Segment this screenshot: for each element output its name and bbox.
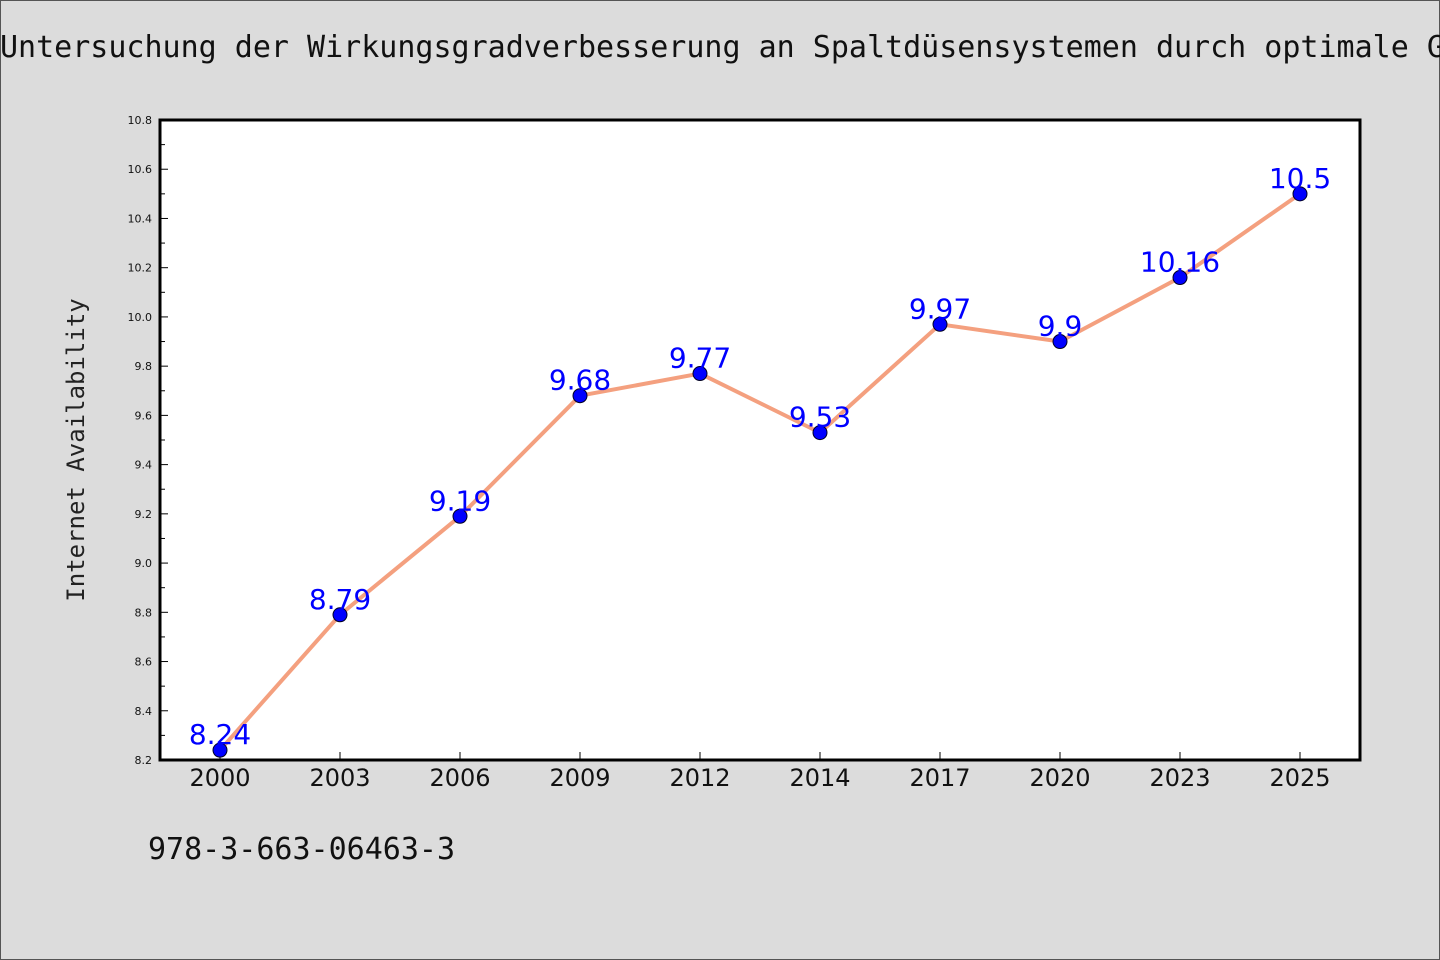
y-tick-label: 10.4 [128, 212, 153, 225]
plot-area [160, 120, 1360, 760]
data-label: 9.77 [669, 342, 731, 375]
y-tick-label: 10.8 [128, 114, 153, 127]
y-tick-label: 10.2 [128, 262, 153, 275]
data-point [212, 742, 228, 758]
y-tick-label: 9.2 [135, 508, 153, 521]
data-point [1172, 270, 1188, 286]
data-point [452, 508, 468, 524]
data-point [572, 388, 588, 404]
data-label: 9.53 [789, 401, 851, 434]
data-label: 9.9 [1038, 310, 1083, 343]
y-tick-label: 10.6 [128, 163, 153, 176]
x-tick-label: 2017 [909, 764, 970, 792]
data-point [932, 316, 948, 332]
y-axis-label: Internet Availability [62, 298, 90, 601]
y-tick-label: 8.2 [135, 754, 153, 767]
y-tick-label: 8.6 [135, 656, 153, 669]
data-point [1052, 334, 1068, 350]
data-label: 8.24 [189, 718, 251, 751]
data-label: 10.16 [1140, 246, 1220, 279]
data-label: 9.68 [549, 364, 611, 397]
y-tick-label: 9.0 [135, 557, 153, 570]
plot-border [158, 118, 1362, 762]
data-label: 10.5 [1269, 162, 1331, 195]
x-tick-label: 2003 [309, 764, 370, 792]
data-point [812, 425, 828, 441]
y-tick-label: 9.4 [135, 459, 153, 472]
data-point [332, 607, 348, 623]
x-tick-label: 2000 [189, 764, 250, 792]
y-tick-label: 10.0 [128, 311, 153, 324]
data-point [1292, 186, 1308, 202]
x-axis: 2000 2003 2006 2009 2012 2014 2017 2020 2023 2025 [189, 752, 1331, 792]
data-label: 8.79 [309, 583, 371, 616]
y-tick-label: 9.6 [135, 409, 153, 422]
x-tick-label: 2012 [669, 764, 730, 792]
y-tick-label: 8.4 [135, 705, 153, 718]
x-tick-label: 2025 [1269, 764, 1330, 792]
data-label: 9.19 [429, 484, 491, 517]
isbn-text: 978-3-663-06463-3 [148, 832, 456, 867]
x-tick-label: 2009 [549, 764, 610, 792]
x-tick-label: 2006 [429, 764, 490, 792]
data-label: 9.97 [909, 292, 971, 325]
x-tick-label: 2020 [1029, 764, 1090, 792]
y-tick-label: 9.8 [135, 360, 153, 373]
y-tick-label: 8.8 [135, 606, 153, 619]
series-line [218, 192, 1302, 752]
chart-title: Untersuchung der Wirkungsgradverbesserun… [0, 30, 1440, 65]
x-tick-label: 2014 [789, 764, 850, 792]
series-group: 8.24 8.79 9.19 9.68 9.77 9.53 9.97 9.9 10.16 10.5 [189, 162, 1331, 758]
data-point [692, 366, 708, 382]
x-tick-label: 2023 [1149, 764, 1210, 792]
